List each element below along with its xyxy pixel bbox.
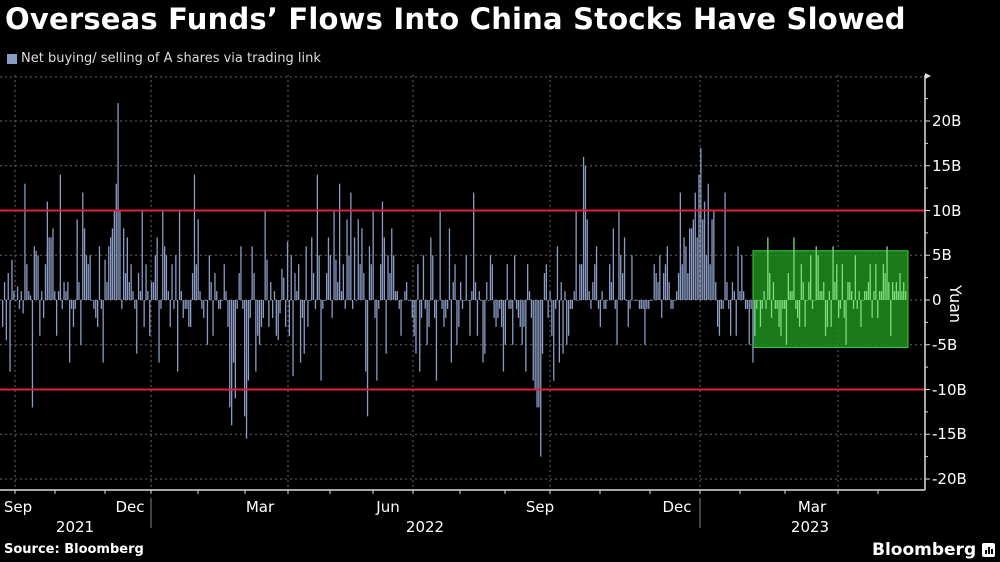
chart-logo-icon [982,543,996,557]
x-year-label: 2021 [55,518,95,536]
x-year-label: 2023 [790,518,830,536]
y-tick-label: -20B [932,470,967,488]
bloomberg-logo: Bloomberg [872,540,996,560]
x-tick-label: Sep [525,498,555,516]
y-tick-label: 20B [932,112,962,130]
y-tick-label: -5B [932,335,958,354]
y-tick-label: -10B [932,380,967,399]
x-year-label: 2022 [405,518,445,536]
highlight-box [752,250,909,348]
source-note: Source: Bloomberg [4,542,144,557]
y-tick-label: 10B [932,201,962,220]
axes [0,73,931,528]
y-tick-label: -15B [932,425,967,444]
x-tick-label: Mar [797,498,827,516]
legend: Net buying/ selling of A shares via trad… [7,51,321,66]
x-tick-label: Dec [115,498,145,516]
y-tick-label: 0 [932,291,942,309]
x-tick-label: Sep [3,498,33,516]
x-tick-label: Mar [245,498,275,516]
reference-lines [0,209,925,391]
y-tick-label: 15B [932,156,962,175]
x-tick-label: Dec [662,498,692,516]
chart-title: Overseas Funds’ Flows Into China Stocks … [5,2,906,36]
x-tick-label: Jun [376,498,400,516]
y-tick-label: 5B [932,246,952,265]
brand-name: Bloomberg [872,540,977,560]
legend-swatch [7,53,17,64]
bars [2,103,907,457]
y-axis-title: Yuan [946,285,965,324]
legend-label: Net buying/ selling of A shares via trad… [21,51,321,66]
